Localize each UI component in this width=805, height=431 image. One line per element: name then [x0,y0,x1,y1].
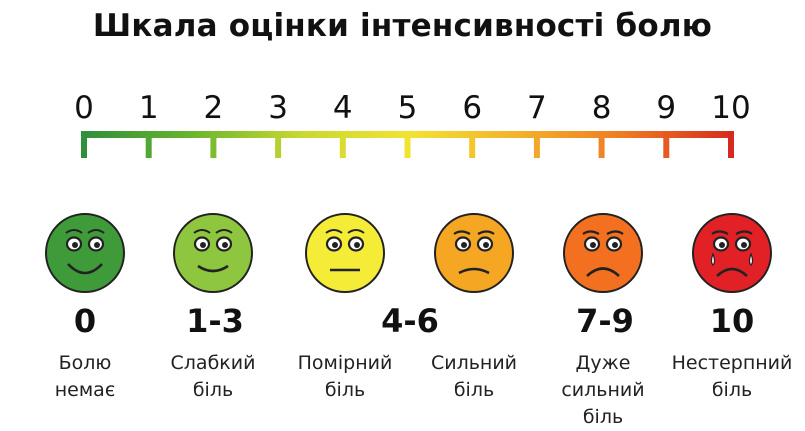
level-description-line: Слабкий [170,352,256,374]
level-description-line: біль [453,379,495,401]
scale-tick-label-0: 0 [74,90,94,126]
level-description-line: немає [54,379,116,401]
level-description: Помірний біль [280,350,410,404]
face-happy-icon [44,212,126,294]
face-neutral-icon [304,212,386,294]
scale-tick-label-7: 7 [527,90,547,126]
scale-tick-7 [533,131,540,158]
scale-tick-label-1: 1 [138,90,159,126]
pain-scale-bar [81,131,734,158]
level-description-line: біль [324,379,366,401]
scale-tick-label-2: 2 [203,90,224,126]
level-description-line: Нестерпний [671,352,793,374]
level-description-line: Болю [58,352,112,374]
face-frown-icon [433,212,515,294]
scale-tick-8 [598,131,605,158]
scale-tick-10 [728,131,734,158]
level-description: Дуже сильний біль [538,350,668,431]
level-description: Болю немає [20,350,150,404]
level-description-line: Помірний [297,352,393,374]
range-label-1-3: 1-3 [186,302,244,340]
level-description: Слабкий біль [148,350,278,404]
level-description-line: біль [711,379,753,401]
face-sad-icon [562,212,644,294]
scale-tick-2 [210,131,217,158]
level-description-line: сильний [561,379,645,401]
range-label-4-6: 4-6 [381,302,439,340]
range-label-10: 10 [709,302,755,340]
scale-tick-label-10: 10 [711,90,751,126]
scale-tick-3 [275,131,282,158]
range-label-0: 0 [73,302,97,340]
level-description-line: біль [582,406,624,428]
scale-tick-1 [145,131,152,158]
scale-tick-label-3: 3 [268,90,288,126]
scale-tick-label-5: 5 [397,90,418,126]
level-description-line: Сильний [430,352,518,374]
scale-tick-4 [339,131,346,158]
scale-tick-5 [404,131,411,158]
level-description-line: біль [192,379,234,401]
scale-tick-label-9: 9 [656,90,677,126]
scale-tick-6 [469,131,476,158]
level-description: Сильний біль [409,350,539,404]
range-label-7-9: 7-9 [576,302,634,340]
scale-tick-label-6: 6 [462,90,483,126]
face-crying-icon [691,212,773,294]
scale-tick-label-8: 8 [591,90,612,126]
level-description: Нестерпний біль [667,350,797,404]
scale-tick-9 [663,131,670,158]
level-description-line: Дуже [575,352,631,374]
scale-tick-label-4: 4 [332,90,353,126]
page-title: Шкала оцінки інтенсивності болю [92,8,713,44]
face-smile-icon [172,212,254,294]
scale-tick-0 [81,131,87,158]
